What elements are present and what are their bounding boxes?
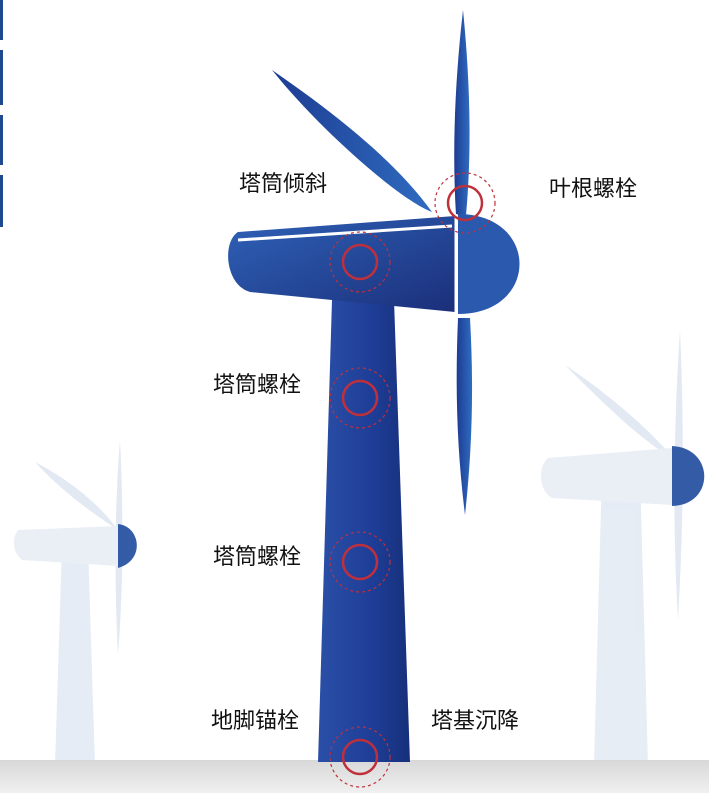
label: 塔筒螺栓 <box>213 545 301 570</box>
blade <box>456 318 473 515</box>
marker <box>329 367 391 429</box>
blade <box>454 10 470 215</box>
edge-bars <box>0 0 3 227</box>
turbine-right <box>540 330 705 765</box>
nacelle-line <box>237 224 453 242</box>
label: 塔筒倾斜 <box>239 172 327 197</box>
marker <box>329 726 391 788</box>
marker <box>434 172 496 234</box>
ground <box>0 760 709 793</box>
label: 塔筒螺栓 <box>213 373 301 398</box>
marker <box>329 231 391 293</box>
label: 塔基沉降 <box>431 709 519 734</box>
nacelle <box>228 216 455 312</box>
blade <box>272 70 432 212</box>
turbine-left <box>13 440 137 765</box>
markers <box>329 172 496 788</box>
hub <box>458 214 520 314</box>
turbine-main <box>228 10 520 762</box>
label: 叶根螺栓 <box>549 177 637 202</box>
marker <box>329 531 391 593</box>
label: 地脚锚栓 <box>211 709 299 734</box>
tower <box>318 300 410 762</box>
